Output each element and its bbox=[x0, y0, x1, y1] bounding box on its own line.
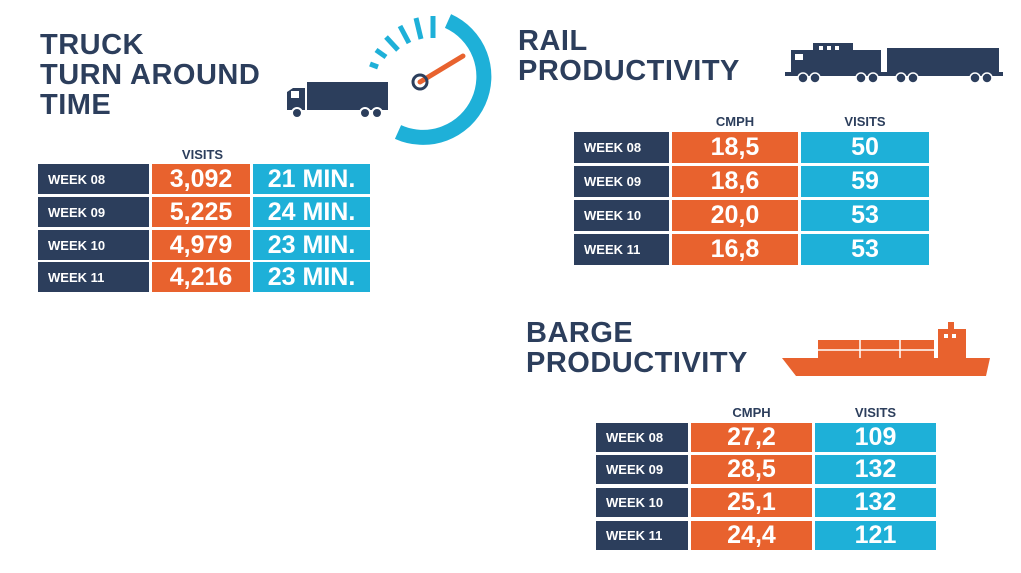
truck-week-09-visits: 5,225 bbox=[152, 197, 250, 227]
truck-week-09-time: 24 MIN. bbox=[253, 197, 370, 227]
barge-week-09-cmph: 28,5 bbox=[691, 455, 812, 484]
truck-week-08-visits: 3,092 bbox=[152, 164, 250, 194]
truck-week-09-label: WEEK 09 bbox=[38, 197, 149, 227]
rail-cmph-header: CMPH bbox=[715, 114, 755, 129]
barge-week-08-cmph: 27,2 bbox=[691, 423, 812, 452]
truck-title-line-3: TIME bbox=[40, 89, 112, 121]
rail-title-line-2: PRODUCTIVITY bbox=[518, 55, 740, 87]
truck-visits-header: VISITS bbox=[181, 147, 224, 162]
barge-cmph-header: CMPH bbox=[732, 405, 771, 420]
rail-week-11-visits: 53 bbox=[801, 234, 929, 265]
train-icon bbox=[785, 43, 1003, 84]
barge-week-09-label: WEEK 09 bbox=[596, 455, 688, 484]
rail-title-line-1: RAIL bbox=[518, 25, 588, 57]
rail-title: RAIL PRODUCTIVITY bbox=[518, 26, 740, 86]
truck-week-11-visits: 4,216 bbox=[152, 262, 250, 292]
barge-week-10-cmph: 25,1 bbox=[691, 488, 812, 517]
truck-week-10-time: 23 MIN. bbox=[253, 230, 370, 260]
truck-week-10-visits: 4,979 bbox=[152, 230, 250, 260]
truck-title-line-1: TRUCK bbox=[40, 29, 144, 61]
rail-week-11-cmph: 16,8 bbox=[672, 234, 798, 265]
barge-visits-header: VISITS bbox=[854, 405, 897, 420]
barge-week-08-visits: 109 bbox=[815, 423, 936, 452]
truck-title-line-2: TURN AROUND bbox=[40, 59, 261, 91]
barge-week-11-label: WEEK 11 bbox=[596, 521, 688, 550]
truck-week-08-label: WEEK 08 bbox=[38, 164, 149, 194]
barge-title: BARGE PRODUCTIVITY bbox=[526, 318, 748, 378]
barge-icon bbox=[782, 322, 990, 376]
rail-week-08-visits: 50 bbox=[801, 132, 929, 163]
truck-week-11-label: WEEK 11 bbox=[38, 262, 149, 292]
speedometer-icon bbox=[369, 14, 492, 145]
rail-week-09-label: WEEK 09 bbox=[574, 166, 669, 197]
truck-week-08-time: 21 MIN. bbox=[253, 164, 370, 194]
truck-week-10-label: WEEK 10 bbox=[38, 230, 149, 260]
barge-week-11-cmph: 24,4 bbox=[691, 521, 812, 550]
truck-week-11-time: 23 MIN. bbox=[253, 262, 370, 292]
rail-week-08-label: WEEK 08 bbox=[574, 132, 669, 163]
truck-icon bbox=[287, 82, 388, 119]
rail-week-10-visits: 53 bbox=[801, 200, 929, 231]
truck-title: TRUCK TURN AROUND TIME bbox=[40, 30, 260, 120]
rail-visits-header: VISITS bbox=[844, 114, 886, 129]
rail-week-08-cmph: 18,5 bbox=[672, 132, 798, 163]
rail-week-10-cmph: 20,0 bbox=[672, 200, 798, 231]
barge-week-10-label: WEEK 10 bbox=[596, 488, 688, 517]
barge-title-line-2: PRODUCTIVITY bbox=[526, 347, 748, 379]
rail-week-09-visits: 59 bbox=[801, 166, 929, 197]
barge-week-09-visits: 132 bbox=[815, 455, 936, 484]
barge-title-line-1: BARGE bbox=[526, 317, 634, 349]
rail-week-11-label: WEEK 11 bbox=[574, 234, 669, 265]
barge-week-11-visits: 121 bbox=[815, 521, 936, 550]
barge-week-10-visits: 132 bbox=[815, 488, 936, 517]
rail-week-09-cmph: 18,6 bbox=[672, 166, 798, 197]
barge-week-08-label: WEEK 08 bbox=[596, 423, 688, 452]
rail-week-10-label: WEEK 10 bbox=[574, 200, 669, 231]
